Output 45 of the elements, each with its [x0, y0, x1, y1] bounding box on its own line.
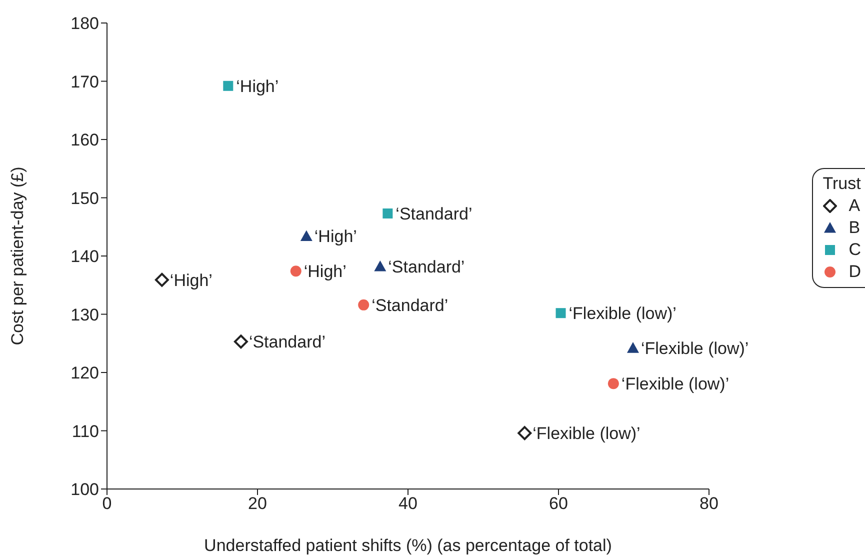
annotation: ‘Flexible (low)’ [568, 304, 676, 324]
point [626, 342, 639, 353]
x-tick-label: 0 [102, 494, 112, 514]
point [300, 230, 312, 241]
point [223, 80, 234, 91]
legend-label: A [848, 195, 860, 217]
x-tick-label: 20 [248, 494, 267, 514]
y-tick-label: 100 [70, 480, 99, 500]
y-tick-label: 160 [70, 130, 99, 150]
point [290, 266, 302, 277]
y-axis-title: Cost per patient-day (£) [8, 166, 28, 346]
point [358, 299, 370, 310]
legend-title: Trust [822, 173, 861, 195]
annotation: ‘Standard’ [396, 204, 472, 224]
y-tick-label: 140 [70, 247, 99, 266]
y-tick-label: 120 [70, 364, 99, 383]
point [234, 334, 248, 349]
annotation: ‘Flexible (low)’ [640, 339, 749, 358]
y-tick-label: 170 [70, 72, 99, 92]
x-tick-label: 60 [549, 494, 568, 514]
point [154, 272, 169, 287]
annotation: ‘High’ [236, 76, 279, 96]
y-tick-label: 110 [72, 422, 99, 441]
legend-label: C [848, 239, 861, 261]
y-tick-label: 180 [70, 14, 99, 34]
point [374, 260, 386, 272]
annotation: ‘High’ [304, 262, 346, 282]
x-tick-label: 80 [700, 494, 718, 514]
legend-label: B [848, 217, 860, 239]
point [608, 378, 619, 390]
y-tick-label: 130 [70, 305, 99, 324]
x-tick-label: 40 [398, 494, 418, 514]
point [518, 426, 532, 440]
annotation: ‘High’ [314, 227, 357, 246]
legend-label: D [848, 261, 861, 283]
point [382, 208, 393, 218]
point [556, 308, 566, 318]
annotation: ‘Standard’ [372, 296, 448, 315]
x-axis-title: Understaffed patient shifts (%) (as percentage of total) [204, 536, 612, 555]
annotation: ‘Standard’ [388, 258, 465, 277]
y-tick-label: 150 [70, 188, 99, 208]
annotation: ‘Flexible (low)’ [532, 424, 640, 444]
annotation: ‘High’ [170, 270, 212, 290]
annotation: ‘Standard’ [248, 332, 326, 352]
annotation: ‘Flexible (low)’ [621, 374, 730, 394]
